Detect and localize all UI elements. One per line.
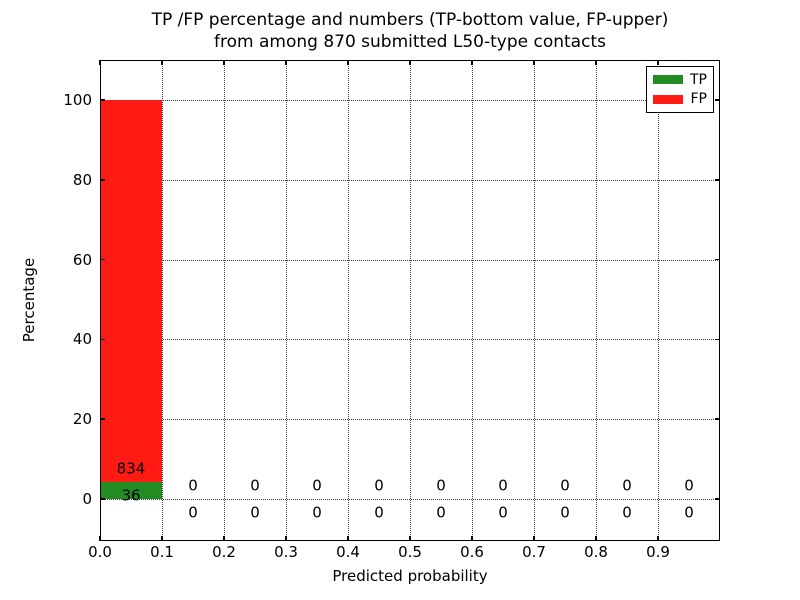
tp-count-label: 0 bbox=[498, 503, 508, 521]
tp-count-label: 36 bbox=[121, 486, 141, 505]
x-tick-top bbox=[347, 60, 349, 65]
v-gridline bbox=[224, 60, 225, 541]
v-gridline bbox=[472, 60, 473, 541]
y-axis-label: Percentage bbox=[20, 257, 38, 343]
legend-label-fp: FP bbox=[690, 91, 708, 108]
legend-label-tp: TP bbox=[690, 71, 707, 88]
tp-count-label: 0 bbox=[684, 503, 694, 521]
x-tick-top bbox=[533, 60, 535, 65]
tp-swatch bbox=[653, 75, 683, 85]
y-tick-right bbox=[715, 338, 720, 341]
tp-count-label: 0 bbox=[622, 503, 632, 521]
x-tick-top bbox=[471, 60, 473, 65]
x-tick-bottom bbox=[533, 536, 535, 541]
x-tick-bottom bbox=[347, 536, 349, 541]
y-tick-label: 80 bbox=[72, 170, 92, 189]
x-tick-bottom bbox=[409, 536, 411, 541]
x-axis-label: Predicted probability bbox=[332, 567, 488, 585]
v-gridline bbox=[286, 60, 287, 541]
y-tick-left bbox=[100, 179, 105, 181]
x-tick-top bbox=[223, 60, 225, 65]
axes-frame bbox=[100, 60, 720, 541]
x-tick-label: 0.7 bbox=[522, 543, 546, 561]
fp-bar bbox=[100, 100, 162, 483]
legend: TP FP bbox=[646, 66, 714, 113]
fp-count-label: 0 bbox=[436, 476, 446, 494]
fp-swatch bbox=[653, 94, 683, 104]
y-tick-label: 60 bbox=[72, 250, 92, 269]
legend-item-fp: FP bbox=[653, 92, 707, 106]
tp-count-label: 0 bbox=[312, 503, 322, 521]
y-tick-label: 40 bbox=[72, 330, 92, 349]
x-tick-label: 0.2 bbox=[212, 543, 236, 561]
x-tick-label: 0.0 bbox=[88, 543, 112, 561]
v-gridline bbox=[162, 60, 163, 541]
y-tick-right bbox=[715, 418, 720, 420]
x-tick-top bbox=[595, 60, 597, 65]
y-tick-left bbox=[100, 418, 105, 420]
y-tick-left bbox=[100, 338, 105, 341]
y-tick-right bbox=[715, 99, 720, 101]
y-tick-right bbox=[715, 179, 720, 181]
y-tick-right bbox=[715, 498, 720, 500]
chart-title: TP /FP percentage and numbers (TP-bottom… bbox=[100, 9, 720, 53]
y-tick-left bbox=[100, 498, 105, 500]
tp-count-label: 0 bbox=[560, 503, 570, 521]
v-gridline bbox=[410, 60, 411, 541]
x-tick-bottom bbox=[161, 536, 163, 541]
v-gridline bbox=[534, 60, 535, 541]
x-tick-label: 0.5 bbox=[398, 543, 422, 561]
x-tick-label: 0.8 bbox=[584, 543, 608, 561]
y-tick-label: 20 bbox=[72, 410, 92, 429]
tp-count-label: 0 bbox=[250, 503, 260, 521]
fp-count-label: 0 bbox=[560, 476, 570, 494]
x-tick-bottom bbox=[223, 536, 225, 541]
fp-count-label: 0 bbox=[374, 476, 384, 494]
tp-count-label: 0 bbox=[188, 503, 198, 521]
tp-count-label: 0 bbox=[374, 503, 384, 521]
fp-count-label: 0 bbox=[250, 476, 260, 494]
v-gridline bbox=[596, 60, 597, 541]
fp-count-label: 0 bbox=[312, 476, 322, 494]
y-tick-left bbox=[100, 258, 105, 261]
fp-count-label: 834 bbox=[116, 459, 146, 478]
x-tick-bottom bbox=[99, 536, 101, 541]
fp-count-label: 0 bbox=[622, 476, 632, 494]
chart-title-line1: TP /FP percentage and numbers (TP-bottom… bbox=[151, 10, 669, 30]
legend-item-tp: TP bbox=[653, 73, 707, 87]
x-tick-top bbox=[409, 60, 411, 65]
x-tick-bottom bbox=[657, 536, 659, 541]
x-tick-top bbox=[161, 60, 163, 65]
x-tick-label: 0.3 bbox=[274, 543, 298, 561]
tp-bar bbox=[100, 482, 162, 499]
x-tick-top bbox=[99, 60, 101, 65]
y-tick-left bbox=[100, 99, 105, 101]
plot-area: 834 36 0 0 0 0 0 0 0 0 0 0 0 0 0 0 0 0 0 0 bbox=[99, 60, 720, 541]
fp-count-label: 0 bbox=[498, 476, 508, 494]
x-tick-top bbox=[657, 60, 659, 65]
x-tick-label: 0.9 bbox=[646, 543, 670, 561]
tp-count-label: 0 bbox=[436, 503, 446, 521]
y-tick-label: 100 bbox=[63, 91, 92, 109]
x-tick-bottom bbox=[285, 536, 287, 541]
chart-title-line2: from among 870 submitted L50-type contac… bbox=[214, 32, 606, 52]
x-tick-bottom bbox=[471, 536, 473, 541]
x-tick-label: 0.1 bbox=[150, 543, 174, 561]
x-tick-top bbox=[285, 60, 287, 65]
fp-count-label: 0 bbox=[684, 476, 694, 494]
x-tick-label: 0.4 bbox=[336, 543, 360, 561]
y-tick-label: 0 bbox=[82, 490, 92, 508]
v-gridline bbox=[348, 60, 349, 541]
x-tick-label: 0.6 bbox=[460, 543, 484, 561]
x-tick-bottom bbox=[595, 536, 597, 541]
v-gridline bbox=[658, 60, 659, 541]
fp-count-label: 0 bbox=[188, 476, 198, 494]
y-tick-right bbox=[715, 258, 720, 261]
